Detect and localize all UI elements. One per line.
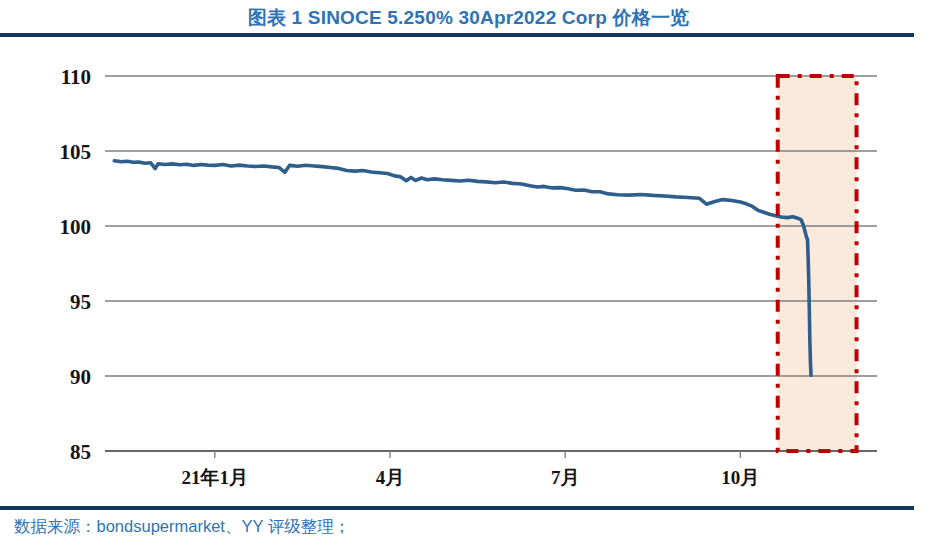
y-tick-label: 85 bbox=[70, 440, 91, 464]
highlight-region-fill bbox=[778, 76, 857, 451]
y-tick-label: 95 bbox=[70, 290, 91, 314]
x-tick-label: 21年1月 bbox=[182, 467, 249, 488]
x-tick-label: 7月 bbox=[551, 467, 580, 488]
price-line-chart: 110 105 100 95 90 85 21年1月 4月 7月 10月 bbox=[0, 0, 937, 505]
x-tick-label: 10月 bbox=[721, 467, 759, 488]
price-line bbox=[114, 161, 811, 375]
bottom-divider bbox=[0, 506, 914, 510]
price-chart-area: 110 105 100 95 90 85 21年1月 4月 7月 10月 bbox=[0, 0, 937, 505]
y-tick-label: 90 bbox=[70, 365, 91, 389]
data-source-text: 数据来源：bondsupermarket、YY 评级整理； bbox=[14, 516, 914, 538]
y-tick-label: 110 bbox=[61, 65, 91, 89]
y-tick-label: 105 bbox=[60, 140, 92, 164]
y-tick-label: 100 bbox=[60, 215, 92, 239]
x-tick-label: 4月 bbox=[376, 467, 405, 488]
